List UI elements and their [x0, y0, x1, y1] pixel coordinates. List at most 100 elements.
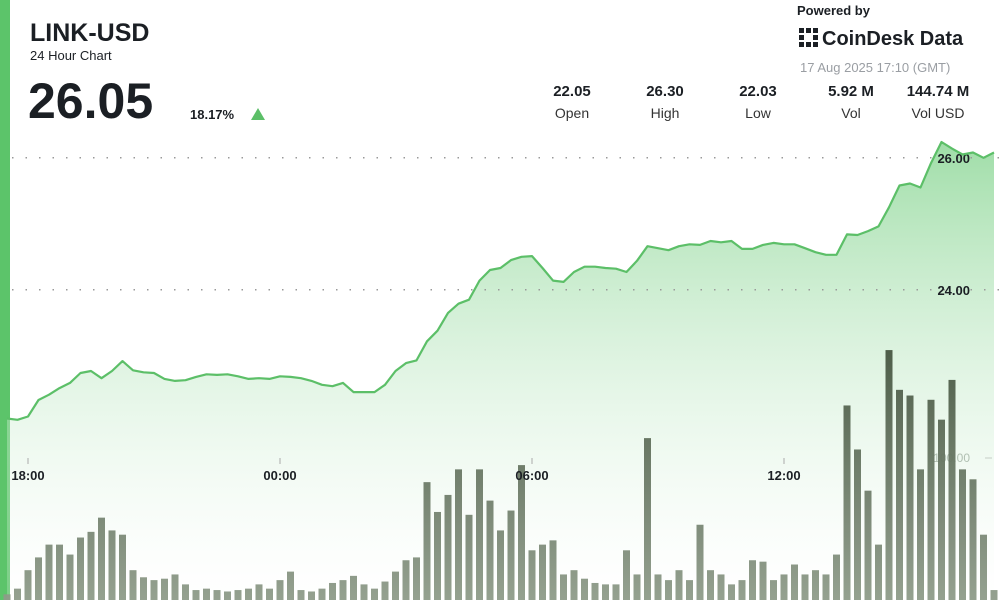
- volume-bar: [560, 574, 567, 600]
- volume-bar: [182, 584, 189, 600]
- volume-bar: [717, 574, 725, 600]
- volume-bar: [854, 449, 861, 600]
- volume-bar: [528, 550, 536, 600]
- stat-label: Vol USD: [912, 105, 965, 121]
- powered-by: Powered by: [797, 3, 871, 18]
- volume-bar: [287, 571, 294, 600]
- price-line: [6, 140, 995, 421]
- volume-bar: [140, 577, 147, 600]
- stat-value: 22.05: [553, 83, 591, 100]
- volume-bar: [465, 514, 473, 600]
- volume-bar: [434, 511, 441, 600]
- volume-bar: [969, 479, 977, 600]
- volume-bar: [171, 574, 179, 600]
- volume-bar: [56, 544, 63, 600]
- change: 18.17%: [190, 107, 235, 122]
- y-tick-label: 24.00: [937, 283, 970, 298]
- volume-bar: [318, 588, 326, 600]
- volume-bar: [161, 578, 168, 600]
- volume-bar: [686, 580, 693, 600]
- volume-bar: [780, 574, 788, 600]
- volume-bar: [486, 500, 494, 600]
- volume-bar: [392, 571, 399, 600]
- volume-bar: [843, 405, 851, 600]
- subtitle: 24 Hour Chart: [30, 48, 112, 63]
- volume-bar: [255, 584, 263, 600]
- stat-label: Low: [745, 105, 772, 121]
- timestamp: 17 Aug 2025 17:10 (GMT): [800, 60, 950, 75]
- volume-bar: [612, 584, 620, 600]
- stat-label: Vol: [841, 105, 860, 121]
- volume-bar: [350, 575, 357, 600]
- volume-bar: [633, 574, 641, 600]
- x-tick-label: 18:00: [11, 468, 44, 483]
- volume-bar: [822, 574, 830, 600]
- volume-bar: [308, 591, 315, 600]
- volume-bar: [602, 584, 609, 600]
- volume-bar: [497, 530, 504, 600]
- stat-value: 144.74 M: [907, 83, 970, 100]
- volume-bar: [192, 590, 200, 600]
- volume-bar: [980, 534, 987, 600]
- volume-bar: [948, 379, 956, 600]
- volume-bar: [476, 469, 483, 600]
- volume-bar: [549, 540, 557, 600]
- stat-label: Open: [555, 105, 589, 121]
- volume-bar: [623, 550, 630, 600]
- volume-bar: [276, 580, 284, 600]
- volume-bar: [812, 570, 819, 600]
- volume-bar: [801, 574, 809, 600]
- volume-bar: [413, 557, 420, 600]
- x-tick-label: 06:00: [515, 468, 548, 483]
- volume-bar: [98, 517, 105, 600]
- volume-bar: [644, 438, 651, 600]
- volume-bar: [35, 557, 42, 600]
- volume-bar: [518, 465, 525, 600]
- volume-bar: [150, 580, 158, 600]
- volume-bar: [570, 570, 578, 600]
- volume-bar: [591, 582, 599, 600]
- volume-bar: [539, 544, 546, 600]
- volume-bar: [749, 560, 756, 600]
- volume-bar: [738, 580, 746, 600]
- volume-bar: [707, 570, 714, 600]
- x-tick-label: 00:00: [263, 468, 296, 483]
- x-tick-label: 12:00: [767, 468, 800, 483]
- volume-bar: [297, 590, 305, 600]
- volume-bar: [906, 395, 914, 600]
- price-area: [7, 142, 994, 600]
- volume-bar: [381, 581, 389, 600]
- volume-bar: [108, 530, 116, 600]
- volume-bar: [927, 399, 935, 600]
- volume-bar: [402, 560, 410, 600]
- price: 26.05: [28, 73, 153, 129]
- volume-bar: [675, 570, 683, 600]
- volume-bar: [119, 534, 126, 600]
- volume-bar: [896, 389, 903, 600]
- volume-bar: [770, 580, 777, 600]
- accent-bar: [0, 0, 10, 600]
- stat-value: 26.30: [646, 83, 684, 100]
- volume-bar: [339, 580, 347, 600]
- brand: CoinDesk Data: [822, 28, 964, 50]
- volume-bar: [959, 469, 966, 600]
- stats: 22.05 Open 26.30 High 22.03 Low 5.92 M Vol 144.7…: [553, 83, 969, 121]
- volume-bar: [224, 591, 231, 600]
- volume-bar: [696, 524, 704, 600]
- volume-bar: [234, 590, 242, 600]
- volume-bar: [917, 469, 924, 600]
- volume-bar: [329, 582, 336, 600]
- volume-bar: [938, 419, 945, 600]
- volume-bar: [14, 588, 21, 600]
- stat-value: 5.92 M: [828, 83, 874, 100]
- volume-bar: [45, 544, 53, 600]
- volume-bar: [266, 588, 273, 600]
- title: LINK-USD: [30, 19, 149, 47]
- volume-bar: [203, 588, 210, 600]
- volume-bar: [875, 544, 882, 600]
- volume-bar: [885, 350, 893, 600]
- volume-bar: [444, 494, 452, 600]
- volume-bar: [66, 554, 74, 600]
